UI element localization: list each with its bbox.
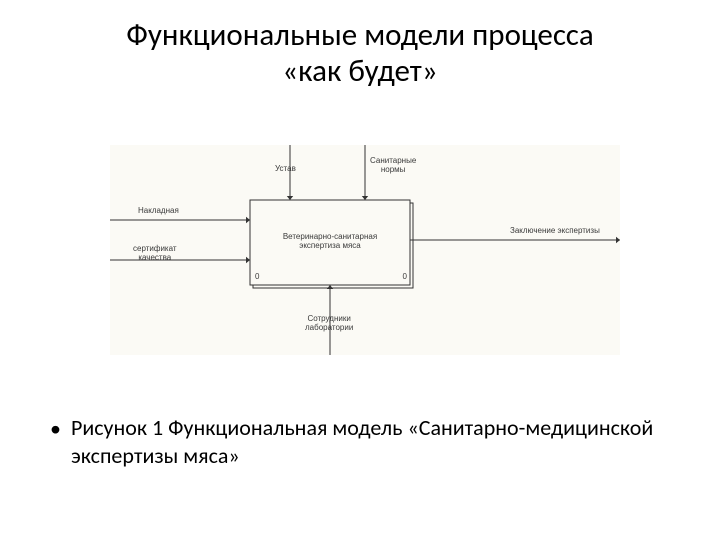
title-line-2: «как будет» bbox=[282, 52, 437, 90]
box-corner-left: 0 bbox=[255, 273, 275, 282]
label-left-2: сертификат качества bbox=[133, 245, 177, 263]
label-bottom-1: Сотрудники лаборатории bbox=[305, 315, 353, 333]
bullet-text: Рисунок 1 Функциональная модель «Санитар… bbox=[71, 414, 680, 469]
bullet-item: • Рисунок 1 Функциональная модель «Санит… bbox=[50, 414, 680, 469]
box-corner-right: 0 bbox=[395, 273, 407, 282]
label-left-1: Накладная bbox=[138, 207, 179, 216]
slide-title: Функциональные модели процесса «как буде… bbox=[0, 0, 720, 89]
label-top-2: Санитарные нормы bbox=[370, 157, 416, 175]
title-line-1: Функциональные модели процесса bbox=[126, 16, 594, 54]
box-label: Ветеринарно-санитарная экспертиза мяса bbox=[260, 233, 400, 251]
label-top-1: Устав bbox=[275, 165, 296, 174]
bullet-marker: • bbox=[50, 414, 61, 442]
label-right-1: Заключение экспертизы bbox=[510, 227, 600, 236]
idef0-diagram: Ветеринарно-санитарная экспертиза мяса 0… bbox=[110, 145, 620, 355]
